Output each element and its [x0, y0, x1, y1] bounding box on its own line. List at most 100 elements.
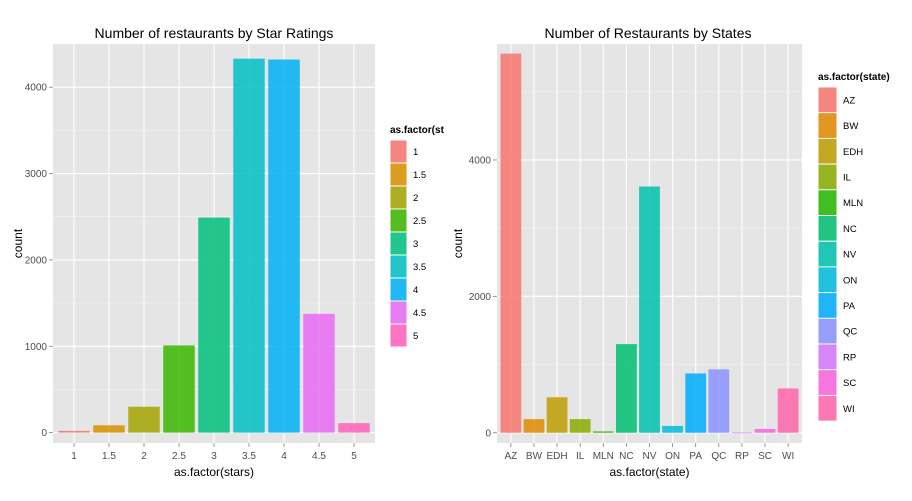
y-tick-label: 3000 — [25, 169, 48, 180]
legend-swatch-2.5 — [390, 209, 407, 232]
chart-title: Number of restaurants by Star Ratings — [95, 25, 334, 41]
bar-3 — [198, 217, 230, 433]
legend-swatch-MLN — [818, 190, 837, 215]
x-tick-label: NC — [619, 451, 633, 462]
bar-IL — [569, 419, 591, 433]
x-tick-label: 4 — [281, 451, 287, 462]
x-tick-label: NV — [643, 451, 657, 462]
legend-swatch-BW — [818, 113, 837, 138]
legend-label-1: 1 — [413, 147, 418, 158]
bar-NC — [615, 344, 637, 433]
bar-SC — [754, 429, 776, 433]
legend-title: as.factor(state) — [818, 72, 890, 83]
chart-states: Number of Restaurants by States 0 2000 4000… — [451, 25, 890, 479]
legend-label-AZ: AZ — [843, 95, 855, 106]
bar-1 — [58, 430, 90, 433]
legend-swatch-2 — [390, 186, 407, 209]
legend-label-3: 3 — [413, 239, 418, 250]
bar-AZ — [500, 53, 522, 433]
legend-label-SC: SC — [843, 378, 856, 389]
bar-QC — [708, 369, 730, 433]
legend-swatch-SC — [818, 370, 837, 395]
legend: as.factor(st 1 1.5 2 2.5 3 3.5 4 4.5 5 — [389, 125, 445, 348]
bar-3.5 — [233, 58, 265, 433]
x-tick-label: 2 — [141, 451, 147, 462]
legend-label-2.5: 2.5 — [413, 216, 426, 227]
legend-label-5: 5 — [413, 331, 418, 342]
legend-label-EDH: EDH — [843, 147, 863, 158]
x-axis-title: as.factor(stars) — [174, 465, 254, 479]
legend-swatch-4 — [390, 278, 407, 301]
bar-NV — [639, 186, 660, 433]
legend-label-3.5: 3.5 — [413, 262, 426, 273]
bar-4.5 — [303, 313, 335, 433]
legend-swatch-4.5 — [390, 301, 407, 324]
bar-WI — [777, 388, 799, 433]
x-tick-label: AZ — [504, 451, 517, 462]
bar-RP — [731, 432, 753, 434]
y-axis-title: count — [11, 228, 25, 258]
legend-swatch-WI — [818, 395, 837, 421]
legend-label-BW: BW — [843, 121, 858, 132]
bar-4 — [268, 59, 300, 433]
bar-2.5 — [163, 345, 195, 433]
legend-swatch-3 — [390, 232, 407, 255]
y-tick-label: 4000 — [25, 83, 48, 94]
y-axis-title: count — [451, 228, 465, 258]
legend-label-WI: WI — [843, 404, 855, 415]
bar-EDH — [546, 397, 568, 433]
x-tick-label: 1.5 — [102, 451, 116, 462]
x-tick-label: EDH — [547, 451, 568, 462]
chart-star-ratings: Number of restaurants by Star Ratings 0 10… — [11, 25, 445, 479]
legend-swatch-ON — [818, 267, 837, 293]
x-tick-label: MLN — [593, 451, 614, 462]
x-tick-label: IL — [576, 451, 585, 462]
x-tick-label: 5 — [351, 451, 357, 462]
legend-label-2: 2 — [413, 193, 418, 204]
x-tick-label: SC — [758, 451, 772, 462]
legend-swatch-NC — [818, 216, 837, 241]
x-tick-label: RP — [735, 451, 749, 462]
x-tick-label: 4.5 — [312, 451, 326, 462]
x-tick-label: 2.5 — [172, 451, 186, 462]
x-tick-label: WI — [782, 451, 794, 462]
legend-swatch-1.5 — [390, 163, 407, 186]
legend-label-NC: NC — [843, 224, 857, 235]
y-tick-label: 4000 — [469, 155, 492, 166]
legend-label-4.5: 4.5 — [413, 308, 426, 319]
x-tick-label: ON — [665, 451, 680, 462]
legend-swatch-RP — [818, 344, 837, 370]
bar-1.5 — [93, 425, 125, 433]
legend-swatch-AZ — [818, 87, 837, 113]
x-tick-label: 1 — [71, 451, 77, 462]
bar-5 — [338, 423, 370, 433]
legend-swatch-IL — [818, 164, 837, 190]
legend-swatch-5 — [390, 324, 407, 347]
x-tick-label: 3 — [211, 451, 217, 462]
legend-title: as.factor(st — [390, 125, 445, 136]
legend-swatch-1 — [390, 140, 407, 163]
legend: as.factor(state) AZ BW EDH IL MLN NC NV ON PA QC RP… — [817, 72, 890, 422]
legend-swatch-QC — [818, 318, 837, 344]
x-tick-label: PA — [689, 451, 702, 462]
legend-swatch-NV — [818, 241, 837, 267]
bar-2 — [128, 406, 160, 433]
x-axis-title: as.factor(state) — [609, 465, 689, 479]
legend-label-MLN: MLN — [843, 198, 863, 209]
bar-MLN — [592, 431, 614, 433]
legend-label-ON: ON — [843, 275, 857, 286]
legend-label-IL: IL — [843, 172, 851, 183]
x-tick-label: BW — [526, 451, 543, 462]
legend-swatch-3.5 — [390, 255, 407, 278]
legend-label-NV: NV — [843, 250, 857, 261]
y-tick-label: 1000 — [25, 342, 48, 353]
legend-label-QC: QC — [843, 327, 857, 338]
y-tick-label: 0 — [485, 428, 491, 439]
y-tick-label: 2000 — [469, 292, 492, 303]
legend-swatch-PA — [818, 293, 837, 318]
y-tick-label: 2000 — [25, 255, 48, 266]
legend-label-RP: RP — [843, 352, 856, 363]
chart-title: Number of Restaurants by States — [545, 25, 752, 41]
